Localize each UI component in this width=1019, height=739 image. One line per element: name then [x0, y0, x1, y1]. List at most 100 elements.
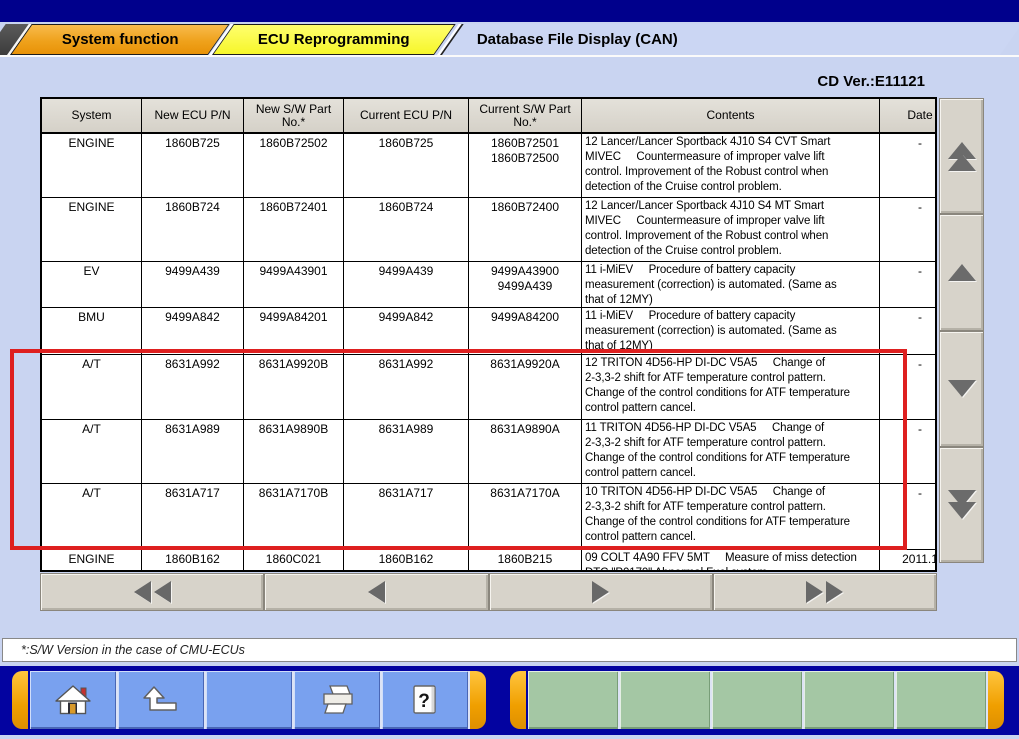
- cell-current-ecu-pn: 1860B724: [344, 198, 469, 261]
- toolbar-right-cap-end: [988, 671, 1004, 729]
- tab-bar: System function ECU Reprogramming Databa…: [0, 22, 1019, 57]
- cell-system: A/T: [42, 355, 142, 419]
- cell-contents: 11 i-MiEV Procedure of battery capacity …: [582, 308, 880, 354]
- footnote-bar: *:S/W Version in the case of CMU-ECUs: [2, 638, 1017, 662]
- cell-date: -: [918, 310, 922, 324]
- column-header-current-sw-part: Current S/W Part No.*: [469, 99, 582, 132]
- function-button-2[interactable]: [620, 671, 712, 729]
- cell-date: -: [918, 200, 922, 214]
- cell-system: ENGINE: [42, 550, 142, 570]
- cell-new-sw-part: 8631A7170B: [244, 484, 344, 549]
- cell-system: A/T: [42, 484, 142, 549]
- home-icon: [55, 685, 91, 715]
- toolbar-left-cap: [12, 671, 28, 729]
- cell-contents: 11 TRITON 4D56-HP DI-DC V5A5 Change of 2…: [582, 420, 880, 483]
- pager-first-button[interactable]: [40, 573, 265, 611]
- window-title-bar: - ECU Reprogramming - E402001518C: [0, 0, 1019, 38]
- double-down-arrow-icon: [947, 490, 976, 520]
- cell-system: ENGINE: [42, 134, 142, 197]
- cell-contents: 12 Lancer/Lancer Sportback 4J10 S4 CVT S…: [582, 134, 880, 197]
- tab-ecu-reprogramming[interactable]: ECU Reprogramming: [212, 24, 456, 55]
- pager-next-button[interactable]: [488, 573, 713, 611]
- cell-current-ecu-pn: 1860B725: [344, 134, 469, 197]
- cell-new-sw-part: 9499A84201: [244, 308, 344, 354]
- cell-current-ecu-pn: 9499A842: [344, 308, 469, 354]
- double-up-arrow-icon: [947, 141, 976, 171]
- cell-current-sw-part: 9499A43900 9499A439: [469, 262, 582, 307]
- cell-contents: 11 i-MiEV Procedure of battery capacity …: [582, 262, 880, 307]
- table-row[interactable]: ENGINE 1860B724 1860B72401 1860B724 1860…: [42, 198, 935, 262]
- cell-new-ecu-pn: 8631A717: [142, 484, 244, 549]
- back-button[interactable]: [118, 671, 206, 729]
- back-icon: [143, 686, 177, 711]
- tab-label: Database File Display (CAN): [476, 31, 678, 48]
- column-header-new-ecu-pn: New ECU P/N: [142, 99, 244, 132]
- tab-system-function[interactable]: System function: [10, 24, 230, 55]
- tab-label: ECU Reprogramming: [258, 31, 410, 48]
- cell-current-sw-part: 1860B72400: [469, 198, 582, 261]
- cell-system: A/T: [42, 420, 142, 483]
- column-header-system: System: [42, 99, 142, 132]
- toolbar-empty-button[interactable]: [206, 671, 294, 729]
- left-arrow-icon: [367, 581, 385, 603]
- column-header-contents: Contents: [582, 99, 880, 132]
- database-table: System New ECU P/N New S/W Part No.* Cur…: [40, 97, 937, 572]
- cell-new-sw-part: 1860C021: [244, 550, 344, 570]
- table-row[interactable]: BMU 9499A842 9499A84201 9499A842 9499A84…: [42, 308, 935, 355]
- scroll-down-button[interactable]: [939, 330, 984, 447]
- function-button-3[interactable]: [712, 671, 804, 729]
- cell-new-sw-part: 1860B72401: [244, 198, 344, 261]
- scroll-up-button[interactable]: [939, 214, 984, 331]
- cell-new-ecu-pn: 9499A842: [142, 308, 244, 354]
- tab-database-file-display[interactable]: Database File Display (CAN): [440, 24, 1019, 55]
- function-button-5[interactable]: [896, 671, 988, 729]
- cell-date: -: [918, 422, 922, 436]
- cell-new-ecu-pn: 8631A989: [142, 420, 244, 483]
- help-icon: ?: [413, 685, 436, 714]
- table-row[interactable]: ENGINE 1860B725 1860B72502 1860B725 1860…: [42, 134, 935, 198]
- cell-date: -: [918, 486, 922, 500]
- table-row[interactable]: A/T 8631A992 8631A9920B 8631A992 8631A99…: [42, 355, 935, 420]
- cd-version-label: CD Ver.:E11121: [817, 73, 925, 90]
- cell-new-ecu-pn: 1860B162: [142, 550, 244, 570]
- cell-current-ecu-pn: 9499A439: [344, 262, 469, 307]
- cell-new-sw-part: 8631A9920B: [244, 355, 344, 419]
- cell-date: -: [918, 264, 922, 278]
- cell-current-ecu-pn: 8631A717: [344, 484, 469, 549]
- table-header-row: System New ECU P/N New S/W Part No.* Cur…: [42, 99, 935, 134]
- column-header-date: Date: [907, 108, 933, 122]
- home-button[interactable]: [30, 671, 118, 729]
- cell-new-ecu-pn: 9499A439: [142, 262, 244, 307]
- cell-contents: 12 TRITON 4D56-HP DI-DC V5A5 Change of 2…: [582, 355, 880, 419]
- pager-previous-button[interactable]: [264, 573, 489, 611]
- cell-new-ecu-pn: 1860B724: [142, 198, 244, 261]
- cell-system: BMU: [42, 308, 142, 354]
- cell-current-sw-part: 9499A84200: [469, 308, 582, 354]
- function-button-1[interactable]: [528, 671, 620, 729]
- bottom-toolbar: ?: [0, 666, 1019, 735]
- table-row[interactable]: A/T 8631A717 8631A7170B 8631A717 8631A71…: [42, 484, 935, 550]
- cell-contents: 09 COLT 4A90 FFV 5MT Measure of miss det…: [582, 550, 880, 570]
- print-button[interactable]: [294, 671, 382, 729]
- toolbar-right-group: [510, 671, 1004, 729]
- table-row[interactable]: ENGINE 1860B162 1860C021 1860B162 1860B2…: [42, 550, 935, 570]
- table-row[interactable]: EV 9499A439 9499A43901 9499A439 9499A439…: [42, 262, 935, 308]
- pager-last-button[interactable]: [712, 573, 937, 611]
- table-row[interactable]: A/T 8631A989 8631A9890B 8631A989 8631A98…: [42, 420, 935, 484]
- scroll-double-up-button[interactable]: [939, 98, 984, 215]
- cell-date: -: [918, 357, 922, 371]
- toolbar-right-cap: [510, 671, 526, 729]
- cell-current-ecu-pn: 8631A989: [344, 420, 469, 483]
- cell-contents: 12 Lancer/Lancer Sportback 4J10 S4 MT Sm…: [582, 198, 880, 261]
- page-navigation: [40, 573, 937, 611]
- cell-system: EV: [42, 262, 142, 307]
- down-arrow-icon: [947, 380, 976, 398]
- cell-current-sw-part: 8631A7170A: [469, 484, 582, 549]
- cell-new-sw-part: 8631A9890B: [244, 420, 344, 483]
- help-button[interactable]: ?: [382, 671, 470, 729]
- function-button-4[interactable]: [804, 671, 896, 729]
- cell-new-ecu-pn: 8631A992: [142, 355, 244, 419]
- printer-icon: [323, 685, 353, 714]
- scroll-double-down-button[interactable]: [939, 446, 984, 563]
- double-left-arrow-icon: [133, 581, 171, 603]
